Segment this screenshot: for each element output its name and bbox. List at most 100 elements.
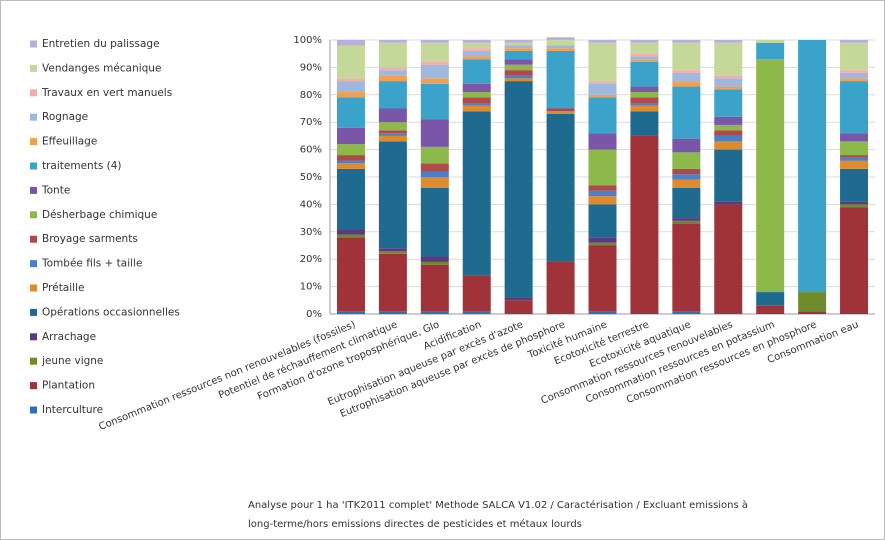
bar-segment xyxy=(672,218,701,221)
bar-segment xyxy=(378,75,407,82)
legend-swatch xyxy=(30,406,37,414)
legend-label: Plantation xyxy=(42,380,95,392)
bar-segment xyxy=(630,86,659,93)
bar-segment xyxy=(840,42,869,71)
legend-swatch xyxy=(30,40,37,48)
bar-segment xyxy=(336,92,365,98)
bar-segment xyxy=(630,103,659,106)
bar-segment xyxy=(840,160,869,169)
bar-segment xyxy=(840,40,869,43)
bar-segment xyxy=(714,141,743,150)
bar-segment xyxy=(588,190,617,197)
bar-segment xyxy=(588,237,617,243)
bar-segment xyxy=(420,177,449,188)
bar-segment xyxy=(420,264,449,312)
legend-label: traitements (4) xyxy=(42,160,122,172)
bar-segment xyxy=(840,78,869,82)
bar-segment xyxy=(672,179,701,188)
bar-segment xyxy=(378,108,407,123)
bar-segment xyxy=(378,67,407,71)
bar-segment xyxy=(588,245,617,312)
footnote: long-terme/hors emissions directes de pe… xyxy=(248,518,582,530)
bar-segment xyxy=(588,196,617,205)
bar-segment xyxy=(588,242,617,246)
legend-swatch xyxy=(30,382,37,390)
bar-segment xyxy=(504,48,533,51)
legend-label: Broyage sarments xyxy=(42,233,138,245)
bar-segment xyxy=(504,64,533,71)
bar-segment xyxy=(378,135,407,142)
bar-segment xyxy=(672,174,701,180)
bar-segment xyxy=(420,163,449,172)
bar-segment xyxy=(336,78,365,82)
bar-segment xyxy=(840,70,869,73)
y-tick-label: 90% xyxy=(300,62,322,73)
y-tick-label: 40% xyxy=(300,199,322,210)
bar-segment xyxy=(378,141,407,249)
bar-segment xyxy=(336,40,365,46)
bar-segment xyxy=(420,64,449,79)
footnote: Analyse pour 1 ha 'ITK2011 complet' Meth… xyxy=(248,499,748,511)
bar-segment xyxy=(546,111,575,114)
bar-segment xyxy=(462,97,491,104)
bar-segment xyxy=(630,53,659,57)
y-tick-label: 70% xyxy=(300,117,322,128)
legend-swatch xyxy=(30,186,37,194)
legend-label: Vendanges mécanique xyxy=(42,62,161,74)
bar-segment xyxy=(546,40,575,46)
bar-segment xyxy=(336,229,365,235)
bar-segment xyxy=(462,103,491,106)
bar-segment xyxy=(462,40,491,43)
bar-segment xyxy=(462,92,491,98)
bar-segment xyxy=(672,70,701,73)
bar-segment xyxy=(630,42,659,54)
bar-segment xyxy=(546,108,575,112)
bar-segment xyxy=(504,81,533,298)
bar-segment xyxy=(714,86,743,90)
bar-segment xyxy=(630,59,659,62)
bar-segment xyxy=(420,78,449,84)
bar-segment xyxy=(756,40,785,43)
legend-label: Désherbage chimique xyxy=(42,209,157,221)
bar-segment xyxy=(336,163,365,169)
bar-segment xyxy=(714,124,743,131)
bar-segment xyxy=(462,311,491,314)
bar-segment xyxy=(840,155,869,158)
bar-segment xyxy=(504,59,533,65)
legend-label: Arrachage xyxy=(42,331,96,343)
bar-segment xyxy=(840,204,869,208)
bar-segment xyxy=(840,168,869,202)
bar-segment xyxy=(462,111,491,276)
bar-segment xyxy=(798,311,827,314)
legend-swatch xyxy=(30,162,37,170)
bar-segment xyxy=(840,201,869,205)
bar-segment xyxy=(378,42,407,68)
bar-segment xyxy=(588,204,617,238)
bar-segment xyxy=(546,50,575,109)
legend-swatch xyxy=(30,211,37,219)
bar-segment xyxy=(672,86,701,139)
legend-label: Prétaille xyxy=(42,282,84,294)
bar-segment xyxy=(462,48,491,51)
bar-segment xyxy=(378,40,407,43)
bar-segment xyxy=(672,40,701,43)
legend-label: Interculture xyxy=(42,404,103,416)
bar-segment xyxy=(546,45,575,49)
legend-swatch xyxy=(30,260,37,268)
bar-segment xyxy=(588,94,617,98)
legend-label: Effeuillage xyxy=(42,136,97,148)
bar-segment xyxy=(588,133,617,150)
bar-segment xyxy=(798,292,827,312)
bar-segment xyxy=(504,297,533,301)
bar-segment xyxy=(462,105,491,112)
legend-swatch xyxy=(30,64,37,72)
bar-segment xyxy=(672,81,701,87)
bar-segment xyxy=(336,237,365,312)
legend-swatch xyxy=(30,357,37,365)
bar-segment xyxy=(420,261,449,265)
bar-segment xyxy=(798,40,827,293)
y-tick-label: 80% xyxy=(300,90,322,101)
bar-segment xyxy=(378,81,407,109)
bar-segment xyxy=(672,168,701,175)
